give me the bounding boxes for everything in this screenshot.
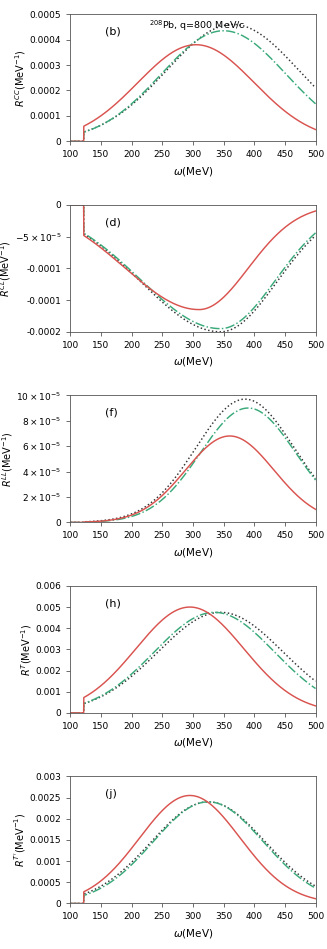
Text: (f): (f) <box>105 408 117 418</box>
X-axis label: $\omega$(MeV): $\omega$(MeV) <box>173 546 213 559</box>
Y-axis label: $R^{CC}$(MeV$^{-1}$): $R^{CC}$(MeV$^{-1}$) <box>13 49 28 106</box>
Text: $^{208}$Pb, q=800 MeV/c: $^{208}$Pb, q=800 MeV/c <box>149 18 245 32</box>
Text: (j): (j) <box>105 789 116 799</box>
Y-axis label: $R^{T'}$(MeV$^{-1}$): $R^{T'}$(MeV$^{-1}$) <box>13 812 28 867</box>
Text: (b): (b) <box>105 27 120 37</box>
Text: (h): (h) <box>105 598 121 608</box>
Y-axis label: $R^{CL}$(MeV$^{-1}$): $R^{CL}$(MeV$^{-1}$) <box>0 240 13 297</box>
X-axis label: $\omega$(MeV): $\omega$(MeV) <box>173 927 213 940</box>
X-axis label: $\omega$(MeV): $\omega$(MeV) <box>173 165 213 177</box>
X-axis label: $\omega$(MeV): $\omega$(MeV) <box>173 355 213 368</box>
Y-axis label: $R^{LL}$(MeV$^{-1}$): $R^{LL}$(MeV$^{-1}$) <box>0 431 15 487</box>
Y-axis label: $R^{T}$(MeV$^{-1}$): $R^{T}$(MeV$^{-1}$) <box>19 623 34 676</box>
X-axis label: $\omega$(MeV): $\omega$(MeV) <box>173 736 213 750</box>
Text: (d): (d) <box>105 217 121 227</box>
